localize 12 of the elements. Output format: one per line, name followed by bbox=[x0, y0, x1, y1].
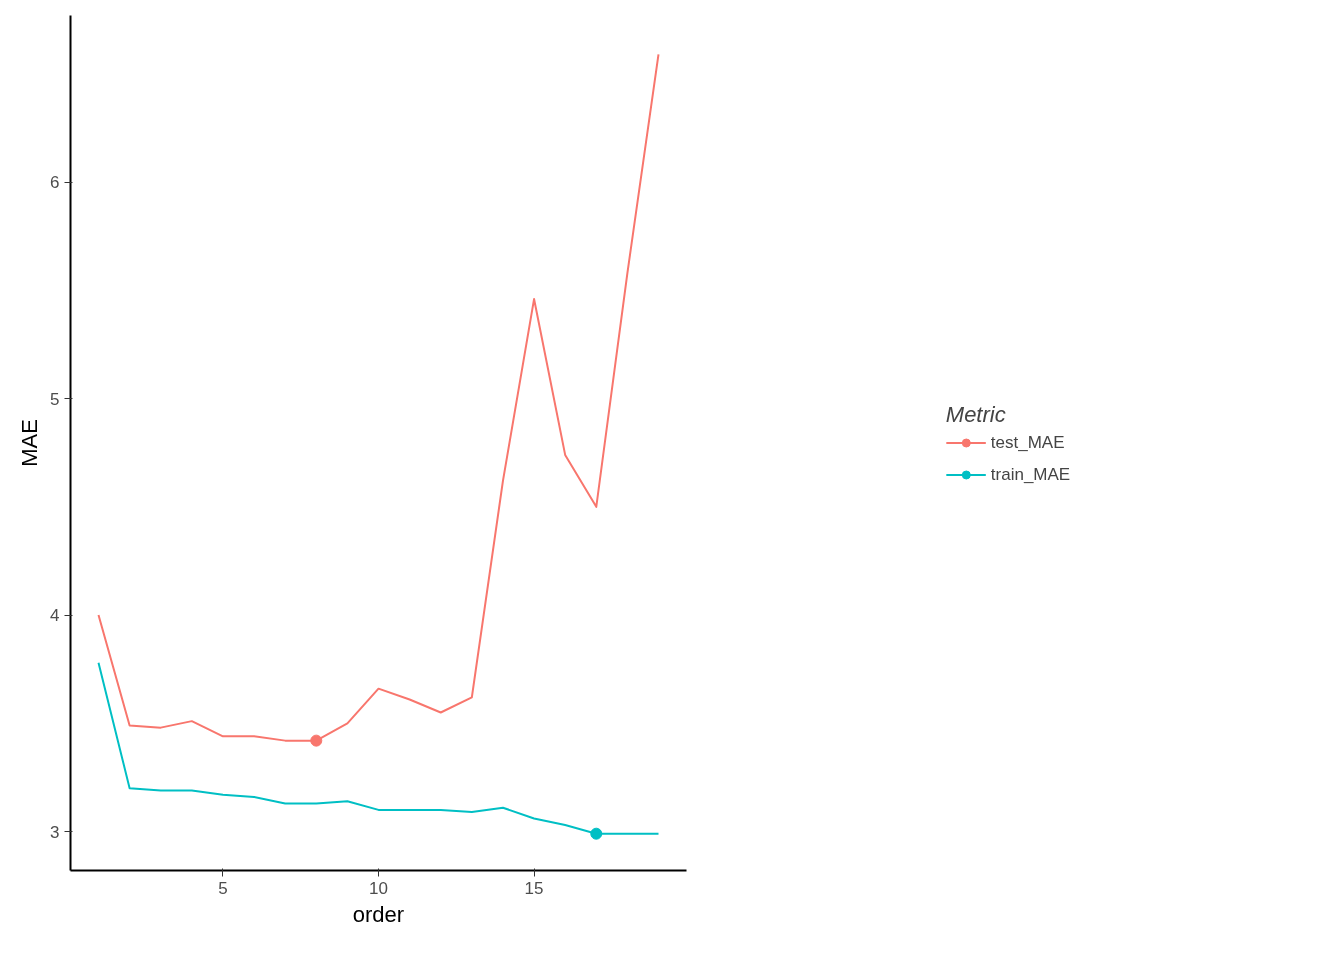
x-axis-title: order bbox=[352, 901, 405, 927]
x-tick-label: 10 bbox=[369, 878, 388, 898]
y-tick-label: 4 bbox=[50, 606, 60, 626]
y-axis-title: MAE bbox=[17, 419, 43, 467]
x-tick-label: 5 bbox=[218, 878, 228, 898]
legend-title: Metric bbox=[945, 401, 1007, 427]
legend-label: train_MAE bbox=[990, 464, 1071, 484]
y-tick-label: 6 bbox=[50, 173, 60, 193]
legend-label: test_MAE bbox=[990, 432, 1065, 452]
y-tick-label: 3 bbox=[50, 822, 60, 842]
x-tick-label: 15 bbox=[524, 878, 544, 898]
y-tick-label: 5 bbox=[50, 389, 60, 409]
